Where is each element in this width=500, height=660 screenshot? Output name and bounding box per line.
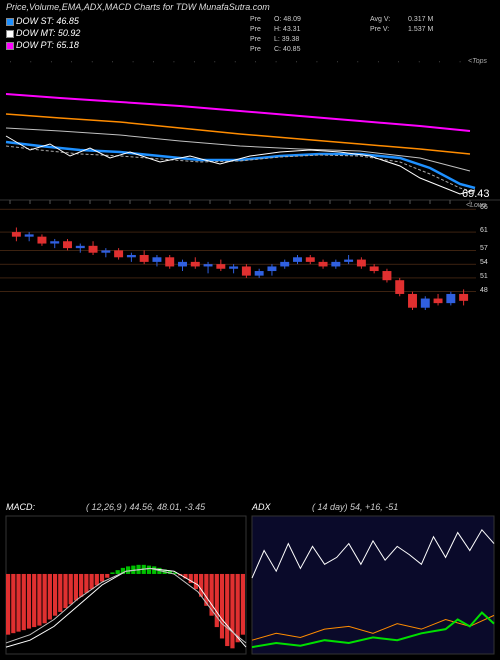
macd-title: MACD: (6, 502, 35, 512)
svg-text:·: · (110, 58, 115, 65)
svg-text:·: · (315, 58, 320, 65)
y-tick: 54 (480, 259, 488, 266)
price-chart (0, 200, 500, 310)
svg-text:·: · (172, 58, 177, 65)
svg-text:·: · (90, 58, 95, 65)
legend-item: DOW MT: 50.92 (6, 28, 80, 38)
legend-text: DOW ST: 46.85 (16, 16, 79, 26)
info-val: O: 48.09 (274, 16, 301, 23)
info-val: H: 43.31 (274, 26, 300, 33)
svg-text:·: · (356, 58, 361, 65)
y-tick: 57 (480, 245, 488, 252)
svg-text:·: · (8, 58, 13, 65)
svg-text:·: · (233, 58, 238, 65)
info-key: Pre (250, 16, 261, 23)
svg-text:·: · (29, 58, 34, 65)
macd-subtitle: ( 12,26,9 ) 44.56, 48.01, -3.45 (86, 502, 205, 512)
svg-text:·: · (254, 58, 259, 65)
info-key: Pre V: (370, 26, 389, 33)
svg-text:·: · (397, 58, 402, 65)
svg-text:·: · (437, 58, 442, 65)
info-key: Pre (250, 26, 261, 33)
axis-label: <Tops (468, 58, 487, 65)
svg-text:·: · (335, 58, 340, 65)
svg-text:·: · (376, 58, 381, 65)
info-val: C: 40.85 (274, 46, 300, 53)
svg-text:·: · (213, 58, 218, 65)
legend-swatch (6, 30, 14, 38)
svg-text:·: · (458, 58, 463, 65)
info-val: 1.537 M (408, 26, 433, 33)
svg-text:·: · (151, 58, 156, 65)
y-tick: 48 (480, 287, 488, 294)
svg-text:·: · (274, 58, 279, 65)
svg-text:·: · (131, 58, 136, 65)
legend-text: DOW MT: 50.92 (16, 28, 80, 38)
svg-text:·: · (294, 58, 299, 65)
ema-chart: ························ (6, 58, 483, 194)
adx-title: ADX (252, 502, 271, 512)
legend-item: DOW ST: 46.85 (6, 16, 79, 26)
price-label: 69.43 (462, 188, 490, 200)
legend-swatch (6, 42, 14, 50)
y-tick: 61 (480, 227, 488, 234)
y-tick: 51 (480, 273, 488, 280)
legend-item: DOW PT: 65.18 (6, 40, 79, 50)
svg-text:·: · (417, 58, 422, 65)
info-val: 0.317 M (408, 16, 433, 23)
axis-label: <Lows (466, 202, 486, 209)
svg-text:·: · (70, 58, 75, 65)
legend-swatch (6, 18, 14, 26)
info-val: L: 39.38 (274, 36, 299, 43)
info-key: Pre (250, 36, 261, 43)
chart-container: ························Price,Volume,EMA… (0, 0, 500, 660)
svg-text:·: · (192, 58, 197, 65)
info-key: Avg V: (370, 16, 390, 23)
info-key: Pre (250, 46, 261, 53)
adx-subtitle: ( 14 day) 54, +16, -51 (312, 502, 398, 512)
svg-text:·: · (49, 58, 54, 65)
page-title: Price,Volume,EMA,ADX,MACD Charts for TDW… (6, 2, 270, 12)
legend-text: DOW PT: 65.18 (16, 40, 79, 50)
